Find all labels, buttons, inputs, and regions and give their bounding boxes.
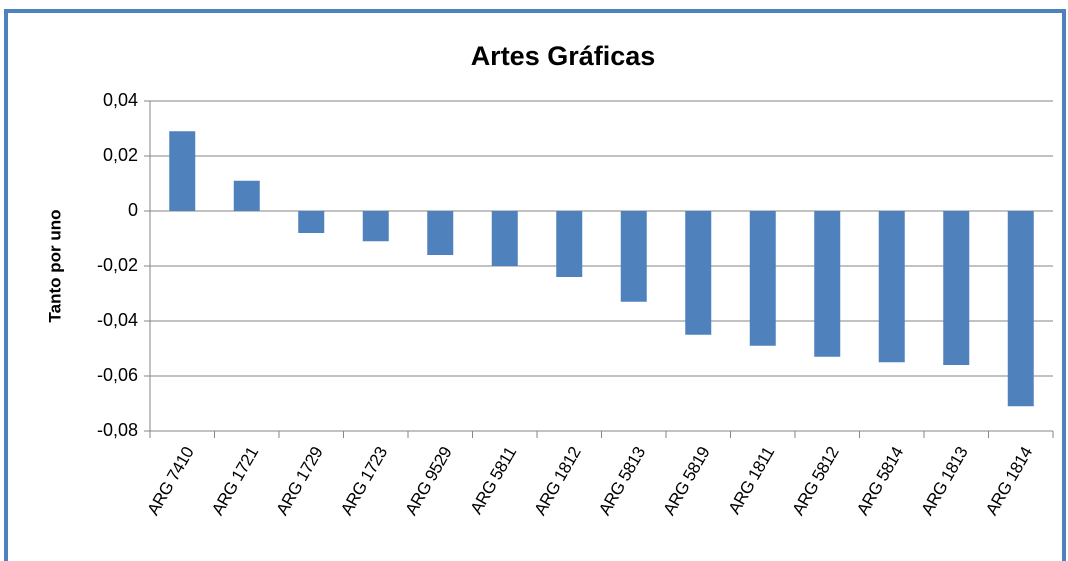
y-tick-label: 0 (128, 200, 138, 220)
y-tick-label: -0,08 (97, 420, 138, 440)
y-tick-label: 0,02 (103, 145, 138, 165)
bar (233, 180, 260, 211)
y-tick-label: -0,02 (97, 255, 138, 275)
frame (4, 9, 1066, 561)
y-tick-label: -0,06 (97, 365, 138, 385)
y-tick-label: -0,04 (97, 310, 138, 330)
bar (427, 211, 454, 255)
bar (814, 211, 841, 357)
bar (620, 211, 647, 302)
bar (362, 211, 389, 242)
bar (878, 211, 905, 363)
bar (298, 211, 325, 233)
y-tick-label: 0,04 (103, 90, 138, 110)
bar (943, 211, 970, 365)
bar (556, 211, 583, 277)
bar (749, 211, 776, 346)
y-axis-label: Tanto por uno (45, 210, 64, 323)
bar (685, 211, 712, 335)
bar (491, 211, 518, 266)
chart-title: Artes Gráficas (471, 41, 656, 71)
bar (1007, 211, 1034, 407)
bar (169, 131, 196, 211)
